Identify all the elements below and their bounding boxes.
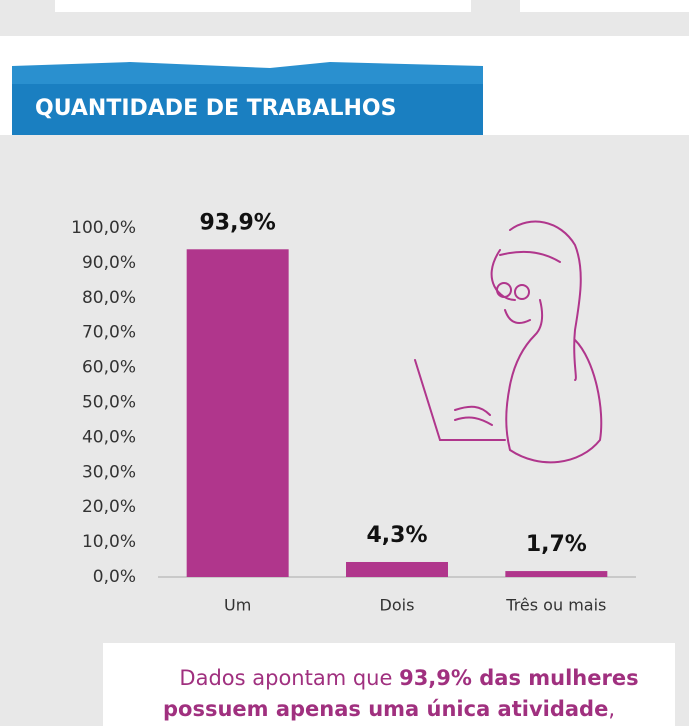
bar xyxy=(346,562,448,577)
y-tick-label: 10,0% xyxy=(82,532,136,552)
y-tick-label: 30,0% xyxy=(82,462,136,482)
bar xyxy=(505,571,607,577)
x-tick-label: Dois xyxy=(380,596,415,615)
y-tick-label: 90,0% xyxy=(82,253,136,273)
y-tick-label: 80,0% xyxy=(82,288,136,308)
value-label: 4,3% xyxy=(366,523,427,548)
note-part: , xyxy=(608,697,615,721)
note-text: Dados apontam que 93,9% das mulheres pos… xyxy=(103,643,675,725)
y-tick-label: 100,0% xyxy=(71,218,136,238)
value-label: 93,9% xyxy=(200,210,276,235)
value-label: 1,7% xyxy=(526,532,587,557)
chart: QUANTIDADE DE TRABALHOS 0,0% 10,0% 20,0% 30… xyxy=(0,0,689,726)
top-box xyxy=(55,0,471,12)
y-tick-label: 40,0% xyxy=(82,427,136,447)
y-tick-label: 20,0% xyxy=(82,497,136,517)
y-tick-label: 0,0% xyxy=(93,567,136,587)
x-tick-label: Três ou mais xyxy=(505,596,606,615)
note-part: Dados apontam que xyxy=(179,666,399,690)
note: Dados apontam que 93,9% das mulheres pos… xyxy=(103,643,675,726)
y-tick-label: 60,0% xyxy=(82,358,136,378)
top-box xyxy=(520,0,689,12)
bar xyxy=(187,249,289,577)
x-tick-label: Um xyxy=(224,596,251,615)
y-tick-label: 50,0% xyxy=(82,393,136,413)
chart-title: QUANTIDADE DE TRABALHOS xyxy=(35,96,396,121)
y-tick-label: 70,0% xyxy=(82,323,136,343)
page: QUANTIDADE DE TRABALHOS 0,0% 10,0% 20,0% 30… xyxy=(0,0,689,726)
